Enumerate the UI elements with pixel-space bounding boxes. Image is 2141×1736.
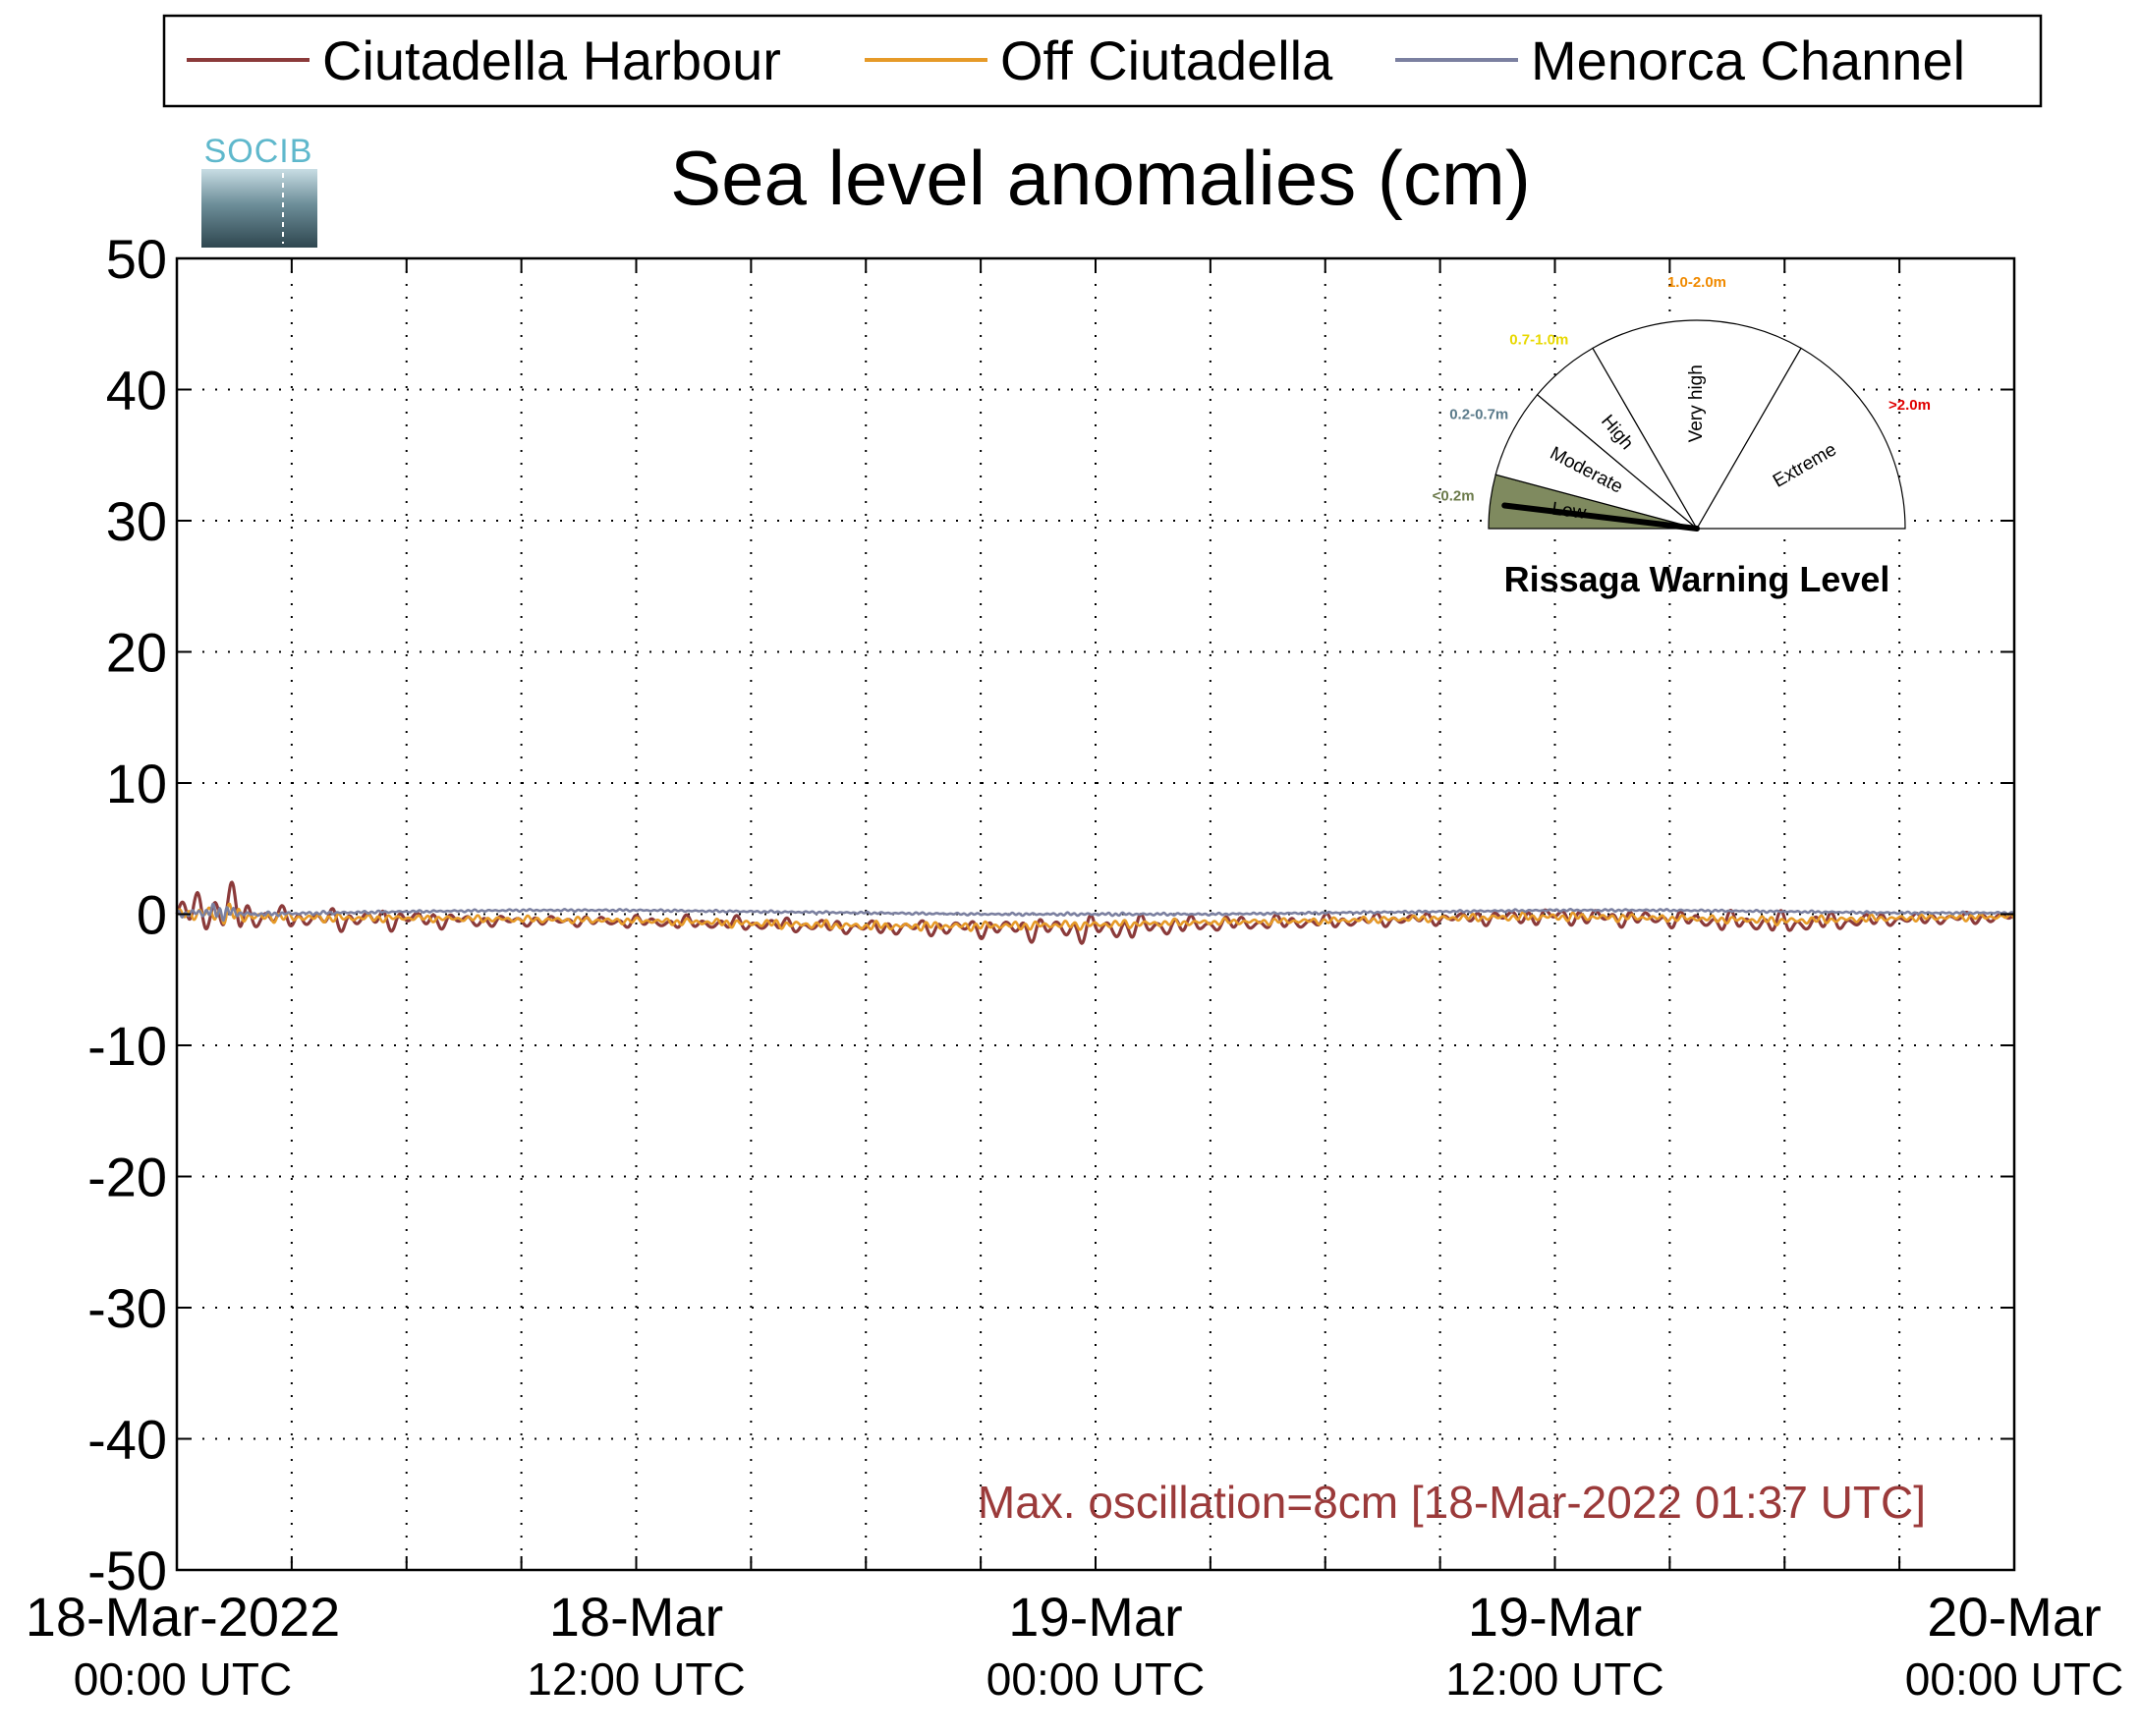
legend: Ciutadella Harbour Off Ciutadella Menorca …: [162, 14, 2043, 108]
x-tick-label-date: 18-Mar-2022: [26, 1586, 341, 1648]
y-tick-label: -50: [87, 1540, 167, 1601]
chart-title: Sea level anomalies (cm): [670, 135, 1531, 221]
legend-label: Ciutadella Harbour: [322, 29, 781, 91]
x-tick-label-time: 00:00 UTC: [986, 1653, 1205, 1705]
series-line: [175, 880, 2016, 945]
series-line: [175, 902, 2015, 923]
y-tick-label: 50: [106, 228, 167, 290]
gauge-sector-shape: [1592, 319, 1802, 531]
y-tick-label: 40: [106, 360, 167, 421]
x-tick-label-time: 12:00 UTC: [1445, 1653, 1663, 1705]
x-tick-label-date: 19-Mar: [1468, 1586, 1642, 1648]
legend-label: Menorca Channel: [1531, 29, 1965, 91]
y-tick-label: 30: [106, 490, 167, 552]
gauge-range-label: >2.0m: [1888, 397, 1931, 414]
gauge-range-label: 0.2-0.7m: [1449, 407, 1508, 423]
gauge-range-label: <0.2m: [1433, 487, 1475, 504]
axis-ticks: [177, 257, 2014, 1571]
y-tick-label: -30: [87, 1277, 167, 1339]
x-tick-label-date: 18-Mar: [549, 1586, 723, 1648]
x-tick-label-date: 20-Mar: [1927, 1586, 2101, 1648]
rissaga-warning-gauge: Low<0.2mModerate0.2-0.7mHigh0.7-1.0mVery…: [1433, 274, 1931, 599]
gauge-needle: [1501, 502, 1700, 532]
y-tick-label: -10: [87, 1015, 167, 1077]
series-layer: [175, 880, 2016, 945]
logo-text: SOCIB: [204, 133, 313, 170]
gauge-range-label: 1.0-2.0m: [1667, 274, 1726, 291]
y-tick-label: 0: [137, 884, 167, 946]
y-tick-label: 20: [106, 622, 167, 684]
max-oscillation-annotation: Max. oscillation=8cm [18-Mar-2022 01:37 …: [978, 1477, 1926, 1528]
x-tick-label-time: 12:00 UTC: [527, 1653, 745, 1705]
y-axis-tick-labels: 50 40 30 20 10 0 -10 -20 -30 -40 -50: [87, 228, 167, 1601]
legend-label: Off Ciutadella: [1000, 29, 1333, 91]
legend-item: Off Ciutadella: [865, 29, 1333, 91]
y-tick-label: -40: [87, 1409, 167, 1471]
x-tick-label-time: 00:00 UTC: [1905, 1653, 2123, 1705]
gauge-category-label: Very high: [1686, 364, 1707, 442]
gauge-sector: Extreme>2.0m: [1695, 347, 1931, 530]
x-tick-label-time: 00:00 UTC: [74, 1653, 292, 1705]
gauge-range-label: 0.7-1.0m: [1509, 331, 1568, 348]
socib-logo: SOCIB: [201, 133, 317, 248]
legend-item: Menorca Channel: [1395, 29, 1965, 91]
legend-item: Ciutadella Harbour: [187, 29, 781, 91]
y-tick-label: 10: [106, 753, 167, 814]
series-line: [175, 902, 2016, 932]
gauge-sector-shape: [1695, 347, 1906, 530]
gauge-sector: Very high 1.0-2.0m: [1592, 274, 1802, 531]
gauge-title: Rissaga Warning Level: [1504, 559, 1890, 599]
x-tick-label-date: 19-Mar: [1008, 1586, 1182, 1648]
y-tick-label: -20: [87, 1147, 167, 1208]
